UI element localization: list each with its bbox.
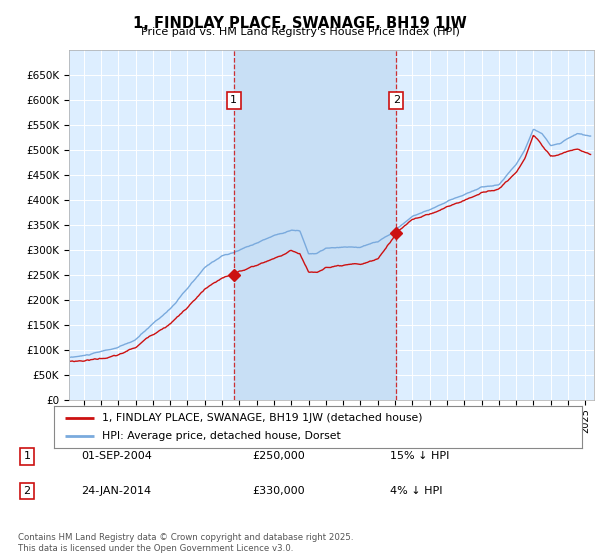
Bar bbox=[233, 50, 396, 400]
Text: Price paid vs. HM Land Registry's House Price Index (HPI): Price paid vs. HM Land Registry's House … bbox=[140, 27, 460, 37]
Text: £250,000: £250,000 bbox=[252, 451, 305, 461]
Text: 1: 1 bbox=[230, 95, 237, 105]
Text: Contains HM Land Registry data © Crown copyright and database right 2025.
This d: Contains HM Land Registry data © Crown c… bbox=[18, 533, 353, 553]
Text: 01-SEP-2004: 01-SEP-2004 bbox=[81, 451, 152, 461]
Text: £330,000: £330,000 bbox=[252, 486, 305, 496]
Text: 24-JAN-2014: 24-JAN-2014 bbox=[81, 486, 151, 496]
Text: 1, FINDLAY PLACE, SWANAGE, BH19 1JW (detached house): 1, FINDLAY PLACE, SWANAGE, BH19 1JW (det… bbox=[101, 413, 422, 423]
Text: 1: 1 bbox=[23, 451, 31, 461]
Text: 2: 2 bbox=[393, 95, 400, 105]
Text: 2: 2 bbox=[23, 486, 31, 496]
Text: 1, FINDLAY PLACE, SWANAGE, BH19 1JW: 1, FINDLAY PLACE, SWANAGE, BH19 1JW bbox=[133, 16, 467, 31]
Text: HPI: Average price, detached house, Dorset: HPI: Average price, detached house, Dors… bbox=[101, 431, 340, 441]
Text: 15% ↓ HPI: 15% ↓ HPI bbox=[390, 451, 449, 461]
Text: 4% ↓ HPI: 4% ↓ HPI bbox=[390, 486, 443, 496]
